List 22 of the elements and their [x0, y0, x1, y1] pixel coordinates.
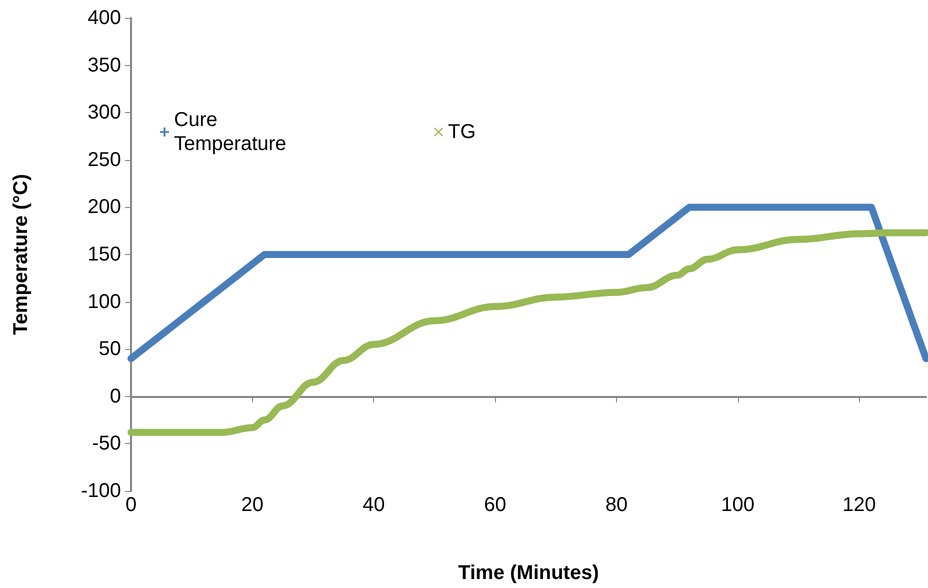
x-tick-label: 20: [241, 494, 264, 516]
legend-label: Cure Temperature: [174, 109, 286, 155]
x-axis-title: Time (Minutes): [458, 562, 599, 584]
legend-label: TG: [448, 121, 476, 143]
y-tick-label: 100: [88, 290, 121, 313]
x-tick-label: 100: [721, 494, 755, 516]
y-tick-label: 50: [98, 338, 121, 360]
x-tick-label: 120: [842, 494, 876, 516]
x-tick-label: 60: [484, 494, 506, 516]
y-axis-title: Temperature (°C): [10, 174, 32, 335]
y-tick-label: -100: [80, 480, 121, 502]
y-tick-label: 250: [88, 148, 121, 171]
y-tick-label: 150: [88, 244, 121, 266]
y-tick-label: 400: [88, 7, 121, 29]
y-tick-label: 300: [88, 102, 121, 124]
x-tick-label: 0: [125, 494, 137, 516]
y-tick-label: 0: [110, 385, 121, 408]
y-tick-label: 200: [88, 196, 121, 218]
y-tick-label: -50: [92, 432, 121, 455]
x-tick-label: 40: [362, 494, 385, 516]
y-tick-label: 350: [88, 54, 121, 76]
x-tick-label: 80: [605, 494, 628, 516]
